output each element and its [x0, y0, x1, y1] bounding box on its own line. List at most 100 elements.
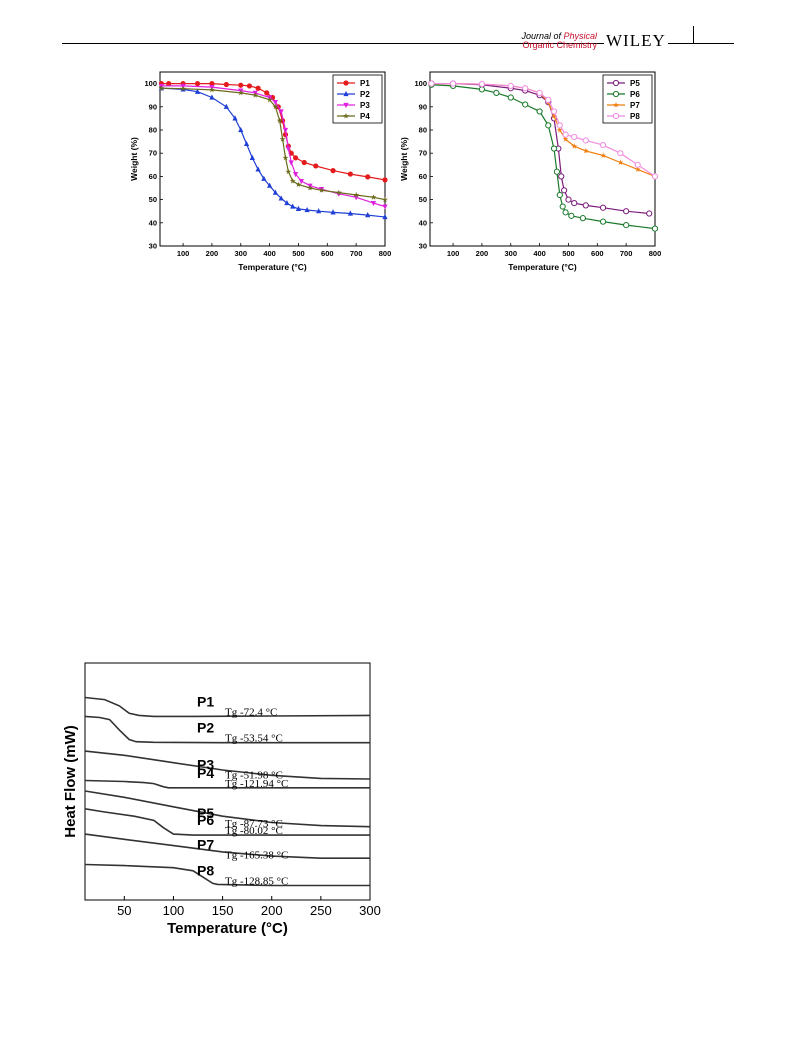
data-point: [261, 175, 267, 181]
data-point: [478, 80, 486, 88]
legend-marker: [343, 102, 349, 109]
data-point: [278, 195, 284, 201]
x-tick-label: 800: [379, 249, 392, 258]
data-point: [562, 131, 569, 138]
data-point: [449, 80, 457, 87]
legend-label: P8: [630, 112, 640, 121]
data-point: [562, 136, 569, 142]
legend-label: P1: [360, 79, 370, 88]
x-tick-label: 300: [505, 249, 518, 258]
y-tick-label: 70: [419, 149, 427, 158]
data-point: [370, 200, 377, 207]
data-point: [571, 199, 578, 207]
data-point: [559, 203, 566, 210]
data-point: [382, 204, 388, 210]
x-axis-title: Temperature (°C): [238, 262, 307, 272]
y-tick-label: 60: [149, 172, 157, 181]
series-label: P7: [197, 836, 214, 852]
data-point: [522, 85, 529, 92]
data-point: [238, 126, 244, 133]
data-point: [264, 90, 270, 96]
series-line: [84, 696, 371, 718]
y-tick-label: 80: [419, 126, 427, 135]
series-p5: P5 Tg -87.73 °C: [84, 790, 371, 830]
data-point: [209, 81, 215, 87]
data-point: [558, 173, 565, 180]
x-tick-label: 700: [620, 249, 633, 258]
y-tick-label: 100: [144, 79, 157, 88]
header-vertical-bar: [693, 26, 694, 44]
x-tick-label: 100: [177, 249, 190, 258]
data-point: [365, 174, 371, 180]
legend-marker: [343, 90, 349, 97]
y-tick-label: 90: [419, 102, 427, 111]
tg-annotation: Tg -121.94 °C: [225, 778, 288, 790]
data-point: [335, 189, 342, 196]
data-point: [651, 225, 659, 232]
data-point: [266, 96, 273, 103]
data-point: [365, 212, 371, 218]
y-axis-title: Weight (%): [129, 137, 139, 181]
series-label: P8: [197, 863, 214, 879]
data-point: [272, 100, 278, 106]
data-point: [617, 159, 624, 165]
x-tick-label: 500: [562, 249, 575, 258]
data-point: [507, 94, 514, 101]
y-tick-label: 50: [149, 195, 157, 204]
data-point: [382, 196, 388, 203]
data-point: [279, 136, 286, 142]
x-tick-label: 400: [263, 249, 276, 258]
legend-marker: [612, 112, 620, 120]
data-point: [272, 103, 279, 110]
data-point: [353, 191, 360, 198]
series-label: P5: [197, 805, 214, 821]
x-tick-label: 200: [206, 249, 219, 258]
tg-annotation: Tg -87.73 °C: [225, 818, 283, 830]
journal-title-line1b: Physical: [563, 31, 597, 41]
data-point: [522, 101, 529, 108]
tg-annotation: Tg -80.02 °C: [225, 825, 283, 837]
data-point: [582, 202, 589, 209]
legend-label: P4: [360, 112, 370, 121]
data-point: [599, 141, 607, 149]
publisher-logo: WILEY: [604, 31, 668, 51]
data-point: [571, 133, 578, 141]
data-point: [545, 96, 552, 103]
data-point: [370, 194, 377, 200]
x-tick-label: 50: [117, 903, 131, 918]
data-point: [238, 82, 244, 88]
data-point: [304, 206, 310, 213]
data-point: [282, 154, 289, 161]
x-tick-label: 100: [447, 249, 460, 258]
series-line: [84, 790, 371, 828]
data-point: [158, 85, 165, 91]
data-point: [267, 182, 273, 188]
data-point: [285, 168, 292, 175]
series-label: P1: [197, 693, 214, 709]
data-point: [550, 108, 558, 115]
y-tick-label: 40: [149, 218, 157, 227]
plot-frame: [429, 71, 656, 247]
data-point: [194, 88, 201, 94]
data-point: [223, 81, 229, 88]
data-point: [623, 222, 630, 229]
x-tick-label: 200: [261, 903, 283, 918]
journal-title-line2: Organic Chemistry: [522, 40, 597, 50]
data-point: [507, 82, 514, 90]
legend-marker: [612, 79, 620, 87]
series-label: P6: [197, 812, 214, 828]
data-point: [634, 166, 641, 172]
data-point: [249, 154, 255, 160]
tg-annotation: Tg -51.98 °C: [225, 769, 283, 781]
data-point: [330, 209, 336, 215]
data-point: [292, 171, 299, 178]
x-tick-label: 800: [649, 249, 662, 258]
series-p8: [428, 80, 659, 180]
data-point: [301, 159, 307, 166]
tg-annotation: Tg -165.38 °C: [225, 849, 288, 861]
data-point: [553, 168, 561, 175]
y-tick-label: 30: [149, 242, 157, 251]
data-point: [237, 89, 244, 96]
data-point: [288, 160, 294, 166]
data-point: [646, 210, 653, 217]
